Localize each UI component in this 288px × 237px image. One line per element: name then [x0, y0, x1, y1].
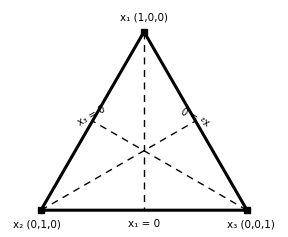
Text: x₂ = 0: x₂ = 0	[181, 104, 212, 127]
Text: x₁ (1,0,0): x₁ (1,0,0)	[120, 13, 168, 23]
Text: x₂ (0,1,0): x₂ (0,1,0)	[13, 219, 61, 229]
Text: x₃ = 0: x₃ = 0	[76, 104, 107, 127]
Text: x₁ = 0: x₁ = 0	[128, 219, 160, 229]
Text: x₃ (0,0,1): x₃ (0,0,1)	[227, 219, 275, 229]
